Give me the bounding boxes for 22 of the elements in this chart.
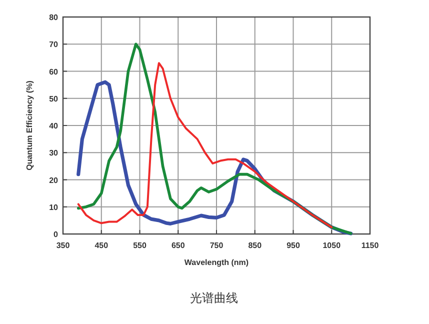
y-tick-label: 70: [49, 40, 59, 50]
y-tick-label: 50: [49, 94, 59, 104]
y-tick-label: 10: [49, 202, 59, 212]
y-tick-label: 80: [49, 13, 59, 22]
x-axis-title: Wavelength (nm): [184, 258, 249, 267]
y-tick-label: 40: [49, 122, 59, 130]
x-tick-label: 550: [133, 241, 147, 250]
x-tick-label: 850: [248, 241, 262, 250]
x-tick-label: 750: [210, 241, 224, 250]
y-axis-title: Quantum Efficiency (%): [25, 80, 34, 170]
y-tick-label: 20: [49, 176, 59, 185]
y-tick-label: 30: [49, 148, 59, 158]
x-tick-label: 450: [94, 241, 109, 250]
x-tick-label: 350: [56, 241, 70, 250]
x-tick-label: 1150: [361, 241, 380, 250]
y-tick-label: 0: [54, 230, 59, 239]
text: 光谱曲线: [190, 291, 238, 305]
x-tick-label: 1050: [322, 241, 342, 250]
x-tick-label: 650: [171, 241, 186, 250]
line-series: [77, 62, 333, 228]
y-tick-label: 60: [49, 67, 59, 76]
x-tick-label: 950: [286, 241, 300, 250]
